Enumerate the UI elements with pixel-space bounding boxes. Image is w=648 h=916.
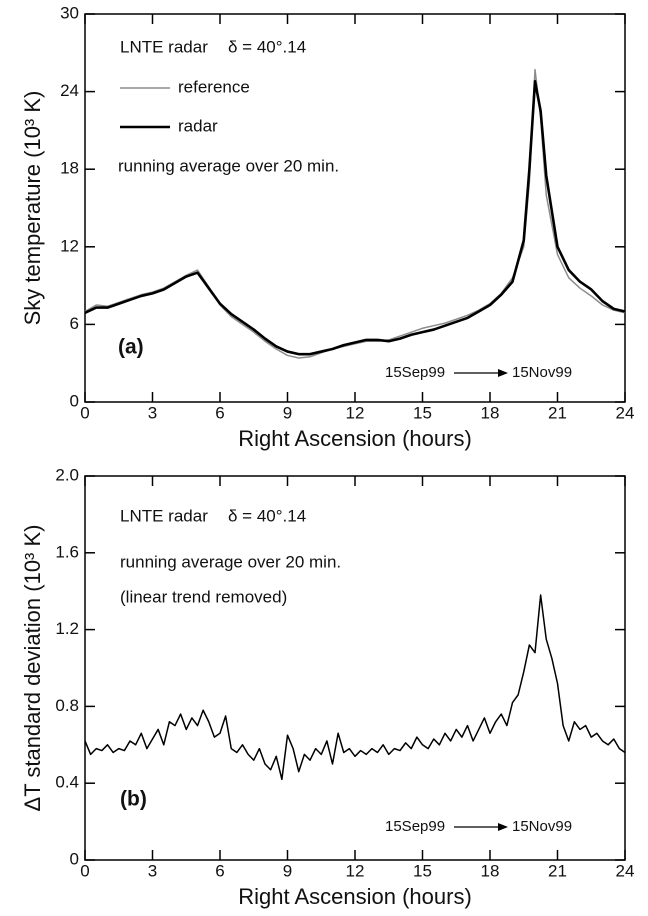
y-tick-label: 30 — [60, 3, 79, 22]
y-tick-label: 1.2 — [55, 619, 79, 638]
x-tick-label: 6 — [215, 861, 224, 880]
x-tick-label: 21 — [548, 403, 567, 422]
y-tick-label: 24 — [60, 81, 79, 100]
annotation: (a) — [118, 336, 144, 359]
y-tick-label: 0 — [70, 391, 79, 410]
x-tick-label: 18 — [481, 403, 500, 422]
x-tick-label: 6 — [215, 403, 224, 422]
annotation: LNTE radar — [120, 506, 208, 525]
x-tick-label: 15 — [413, 403, 432, 422]
y-tick-label: 18 — [60, 159, 79, 178]
x-axis-title: Right Ascension (hours) — [238, 426, 472, 451]
x-tick-label: 24 — [616, 403, 635, 422]
annotation: δ = 40°.14 — [228, 506, 306, 525]
data-line — [84, 68, 626, 359]
plot-frame — [84, 475, 626, 861]
legend-label: reference — [178, 77, 250, 96]
x-tick-label: 3 — [148, 403, 157, 422]
annotation: LNTE radar — [120, 37, 208, 56]
x-tick-label: 0 — [80, 403, 89, 422]
x-axis-title: Right Ascension (hours) — [238, 884, 472, 909]
data-line — [84, 594, 626, 781]
x-tick-label: 12 — [346, 403, 365, 422]
y-tick-label: 0.4 — [55, 773, 79, 792]
x-tick-label: 15 — [413, 861, 432, 880]
y-tick-label: 6 — [70, 314, 79, 333]
annotation: 15Nov99 — [512, 818, 572, 835]
y-axis-title: ΔT standard deviation (10³ K) — [20, 525, 45, 812]
x-tick-label: 0 — [80, 861, 89, 880]
annotation: (b) — [120, 788, 147, 811]
y-tick-label: 1.6 — [55, 542, 79, 561]
y-tick-label: 2.0 — [55, 465, 79, 484]
x-tick-label: 18 — [481, 861, 500, 880]
legend-label: radar — [178, 116, 218, 135]
annotation: running average over 20 min. — [120, 552, 341, 571]
arrow-head — [498, 369, 508, 377]
annotation: 15Sep99 — [385, 818, 445, 835]
x-tick-label: 9 — [283, 403, 292, 422]
x-tick-label: 24 — [616, 861, 635, 880]
y-axis-title: Sky temperature (10³ K) — [20, 91, 45, 326]
x-tick-label: 3 — [148, 861, 157, 880]
x-tick-label: 9 — [283, 861, 292, 880]
y-tick-label: 0 — [70, 849, 79, 868]
y-tick-label: 0.8 — [55, 696, 79, 715]
annotation: 15Sep99 — [385, 364, 445, 381]
annotation: 15Nov99 — [512, 364, 572, 381]
annotation: δ = 40°.14 — [228, 37, 306, 56]
y-tick-label: 12 — [60, 236, 79, 255]
data-line — [84, 79, 626, 356]
annotation: running average over 20 min. — [118, 156, 339, 175]
plot-frame — [84, 13, 626, 403]
arrow-head — [498, 823, 508, 831]
x-tick-label: 12 — [346, 861, 365, 880]
annotation: (linear trend removed) — [120, 587, 287, 606]
x-tick-label: 21 — [548, 861, 567, 880]
